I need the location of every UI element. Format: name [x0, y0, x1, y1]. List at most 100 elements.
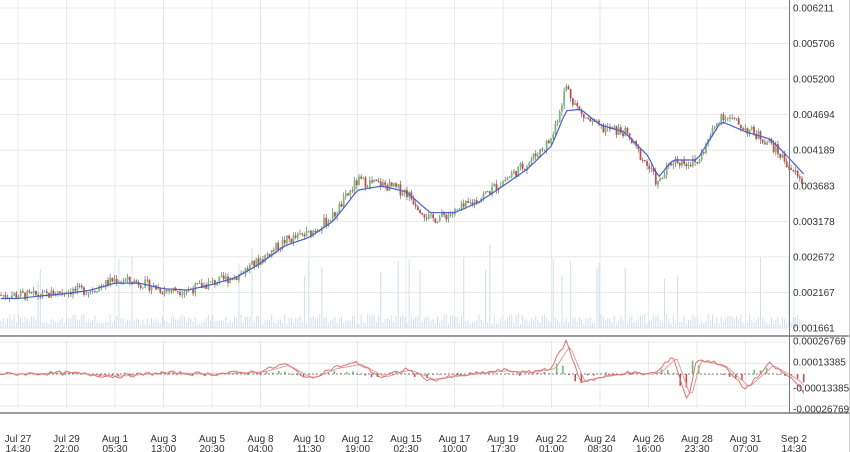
candle-body — [100, 285, 103, 287]
candle-body — [626, 127, 629, 134]
time-tick-date: Aug 15 — [390, 434, 422, 445]
candle-body — [76, 285, 79, 291]
candle-body — [731, 117, 734, 119]
candle-body — [338, 203, 341, 214]
oscillator-histogram-bar — [549, 373, 552, 375]
candle-body — [368, 180, 371, 188]
candle-body — [104, 280, 107, 288]
candle-body — [74, 288, 77, 291]
oscillator-histogram-bar — [370, 374, 373, 378]
candle-body — [750, 126, 753, 130]
time-tick-date: Aug 12 — [342, 434, 374, 445]
candle-body — [159, 288, 162, 293]
candle-body — [451, 213, 454, 215]
candle-body — [107, 280, 109, 286]
candle-body — [617, 127, 620, 135]
candle-body — [358, 176, 360, 186]
candle-body — [229, 278, 232, 284]
candle-body — [528, 162, 531, 167]
candle-body — [794, 170, 797, 172]
candle-body — [292, 235, 295, 243]
oscillator-histogram-bar — [778, 374, 780, 375]
candle-body — [98, 286, 101, 292]
time-tick-date: Aug 8 — [247, 434, 274, 445]
candle-body — [670, 163, 672, 166]
candle-body — [185, 290, 188, 293]
candle-body — [240, 272, 242, 275]
candle-body — [729, 117, 731, 119]
candle-body — [141, 287, 144, 289]
oscillator-histogram-bar — [117, 374, 120, 376]
candle-body — [397, 184, 400, 187]
candle-body — [165, 289, 168, 291]
candle-body — [255, 258, 258, 267]
candle-body — [305, 231, 308, 237]
candle-body — [454, 209, 456, 214]
candle-body — [61, 292, 64, 294]
oscillator-histogram-bar — [296, 374, 299, 376]
candle-body — [595, 120, 598, 122]
candle-body — [26, 290, 29, 300]
candle-body — [698, 160, 701, 164]
candle-body — [764, 142, 766, 145]
candle-body — [541, 149, 544, 150]
oscillator-histogram-bar — [802, 374, 805, 383]
time-tick-time: 19:00 — [345, 444, 370, 452]
candle-body — [578, 106, 581, 111]
candle-body — [637, 145, 640, 149]
time-tick-time: 04:00 — [248, 444, 273, 452]
candle-body — [17, 296, 20, 298]
candle-body — [576, 103, 579, 107]
candle-body — [561, 105, 563, 112]
price-tick-label: 0.004694 — [793, 110, 835, 121]
candle-body — [521, 163, 524, 169]
oscillator-histogram-bar — [253, 373, 255, 375]
oscillator-histogram-bar — [734, 374, 737, 378]
candle-body — [700, 151, 703, 161]
candle-body — [111, 277, 114, 282]
candle-body — [715, 123, 718, 127]
price-tick-label: 0.002167 — [793, 288, 835, 299]
candle-body — [471, 202, 474, 205]
candle-body — [294, 235, 297, 238]
oscillator-histogram-bar — [518, 374, 521, 376]
candle-body — [665, 165, 668, 176]
candle-body — [183, 292, 186, 295]
oscillator-histogram-bar — [290, 374, 293, 375]
candle-body — [523, 168, 526, 171]
price-tick-label: 0.003178 — [793, 217, 835, 228]
candle-body — [325, 217, 328, 227]
candle-body — [733, 117, 736, 119]
oscillator-histogram-bar — [265, 371, 268, 374]
price-tick-label: 0.006211 — [793, 4, 834, 15]
candle-body — [220, 275, 223, 277]
oscillator-histogram-bar — [759, 370, 762, 374]
candle-body — [720, 114, 723, 125]
oscillator-histogram-bar — [216, 374, 218, 376]
candle-body — [416, 206, 419, 211]
candle-body — [244, 268, 247, 274]
candle-body — [643, 160, 646, 161]
candle-body — [351, 190, 354, 192]
oscillator-histogram-bar — [475, 371, 478, 374]
candle-body — [619, 127, 622, 134]
candle-body — [425, 217, 428, 219]
candle-body — [532, 153, 535, 160]
candle-body — [320, 227, 323, 232]
candle-body — [115, 278, 118, 284]
candle-body — [2, 294, 5, 296]
candle-body — [59, 291, 61, 293]
oscillator-histogram-bar — [129, 374, 132, 376]
candle-body — [146, 279, 149, 281]
candle-body — [331, 212, 334, 222]
candle-body — [464, 201, 467, 207]
candle-body — [478, 201, 480, 204]
candle-body — [543, 149, 546, 151]
candle-body — [238, 274, 240, 281]
candle-body — [364, 177, 367, 188]
candle-body — [537, 156, 539, 157]
candle-body — [266, 253, 269, 256]
candle-body — [753, 126, 755, 134]
